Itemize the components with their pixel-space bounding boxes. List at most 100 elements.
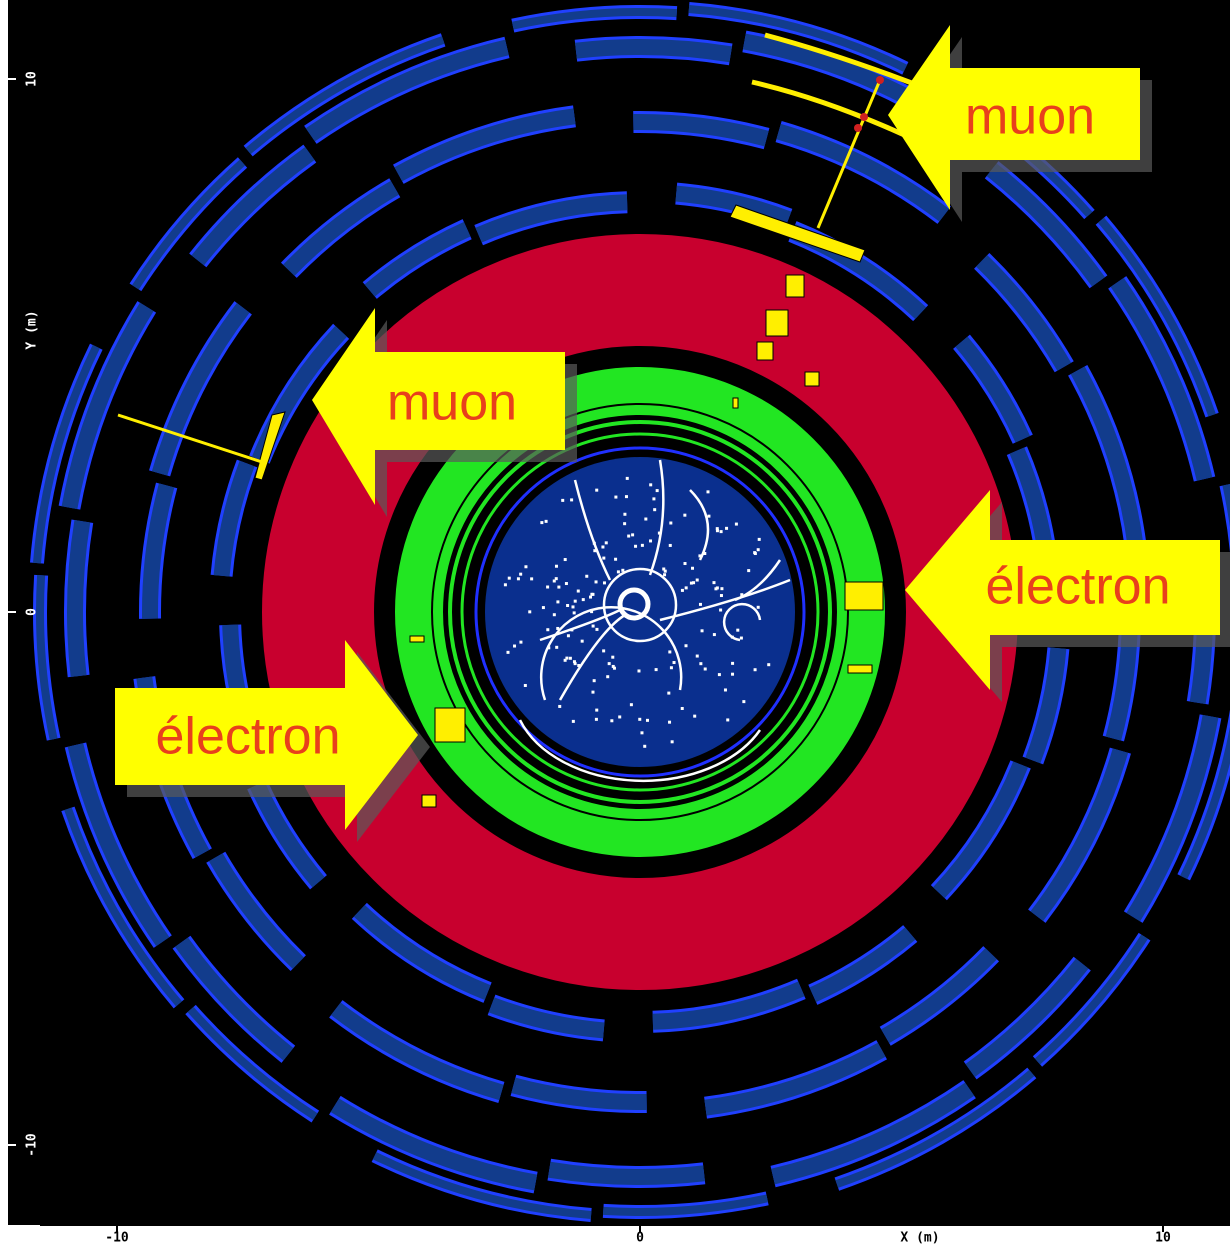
hit [601,545,604,548]
hit [540,521,543,524]
hit [630,703,633,706]
hit [547,646,550,649]
hit [707,515,710,518]
x-axis-strip [0,1225,1230,1245]
hit [581,640,584,643]
hit [573,611,576,614]
hit [555,577,558,580]
hit [572,605,575,608]
hit [590,593,593,596]
hit [698,554,701,557]
deposit [848,665,872,673]
y-tick-label: 10 [25,71,40,87]
hit [556,627,559,630]
hit [668,721,671,724]
hit [555,646,558,649]
y-axis-label: Y (m) [25,310,40,349]
hit [670,666,673,669]
hit [558,705,561,708]
hit [602,557,605,560]
hit [640,731,643,734]
hit [564,659,567,662]
hit [854,124,862,132]
hit [565,582,568,585]
hit [720,587,723,590]
hit [699,662,702,665]
hit [595,718,598,721]
hit [735,523,738,526]
hit [555,565,558,568]
deposit [422,795,436,807]
hit [574,600,577,603]
hit [542,606,545,609]
hit [758,538,761,541]
hit [519,573,522,576]
hit [530,577,533,580]
deposit [435,708,465,742]
deposit [786,275,804,297]
hit [590,610,593,613]
chamber [549,1170,704,1177]
hit [614,558,617,561]
hit [681,589,684,592]
x-tick-label: -10 [105,1231,129,1245]
hit [570,498,573,501]
hit [593,679,596,682]
hit [611,656,614,659]
hit [656,489,659,492]
hit [649,539,652,542]
hit [713,633,716,636]
hit [557,586,560,589]
hit [519,641,522,644]
x-tick-label: 10 [1155,1231,1171,1245]
annotation: muon [965,88,1095,146]
hit [627,535,630,538]
hit [626,477,629,480]
deposit [733,398,738,408]
hit [573,660,576,663]
hit [508,577,511,580]
hit [690,582,693,585]
hit [696,579,699,582]
hit [742,700,745,703]
hit [757,548,760,551]
hit [704,667,707,670]
hit [617,570,620,573]
hit [595,489,598,492]
hit [593,542,596,545]
hit [638,718,641,721]
hit [593,549,596,552]
hit [517,577,520,580]
hit [506,651,509,654]
hit [685,586,688,589]
hit [569,657,572,660]
hit [524,684,527,687]
hit [725,527,728,530]
hit [731,636,734,639]
y-tick-label: -10 [25,1133,40,1157]
hit [668,650,671,653]
hit [553,613,556,616]
hit [876,76,884,84]
hit [564,558,567,561]
hit [606,675,609,678]
hit [608,662,611,665]
y-tick-label: 0 [25,608,40,616]
hit [673,661,676,664]
hit [595,628,598,631]
hit [658,532,661,535]
hit [556,600,559,603]
chamber [75,521,82,676]
x-axis-label: X (m) [900,1231,939,1245]
hit [701,629,704,632]
hit [524,565,527,568]
hit [646,719,649,722]
hit [669,522,672,525]
hit [754,668,757,671]
hit [614,496,617,499]
hit [545,520,548,523]
hit [714,587,717,590]
hit [724,688,727,691]
hit [740,637,743,640]
hit [566,604,569,607]
